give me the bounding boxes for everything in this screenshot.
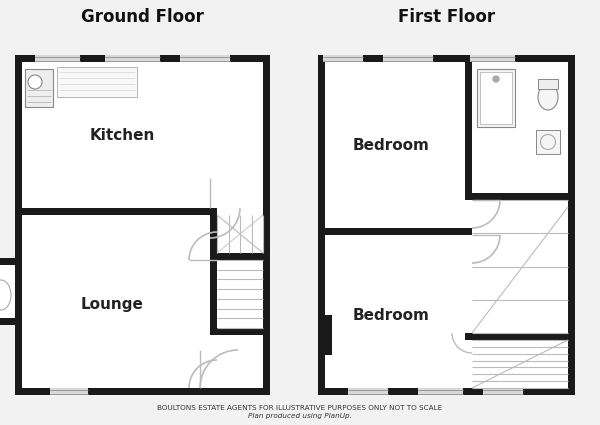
Bar (318, 55, 575, 62)
Bar (480, 72, 512, 124)
Bar (318, 55, 325, 395)
Text: Bedroom: Bedroom (353, 138, 430, 153)
Ellipse shape (538, 84, 558, 110)
Bar (57, 67, 137, 97)
Bar (470, 55, 515, 62)
Text: Kitchen: Kitchen (90, 128, 155, 142)
Bar (25, 69, 53, 107)
Bar (210, 253, 270, 260)
Bar (477, 69, 515, 127)
Bar (483, 388, 523, 395)
Bar (15, 55, 270, 62)
Text: BOULTONS ESTATE AGENTS FOR ILLUSTRATIVE PURPOSES ONLY NOT TO SCALE: BOULTONS ESTATE AGENTS FOR ILLUSTRATIVE … (157, 405, 443, 411)
Bar (418, 388, 463, 395)
Text: Bedroom: Bedroom (353, 308, 430, 323)
Bar (318, 228, 472, 235)
Bar (217, 215, 263, 253)
Bar (465, 193, 575, 200)
Text: Ground Floor: Ground Floor (81, 8, 204, 26)
Bar (383, 55, 433, 62)
Bar (210, 208, 217, 335)
Text: Lounge: Lounge (81, 298, 144, 312)
Circle shape (493, 76, 499, 82)
Bar (472, 200, 568, 388)
Bar (472, 200, 568, 333)
Bar (536, 130, 560, 154)
Bar (0, 318, 15, 325)
Bar (15, 208, 210, 215)
Bar (323, 55, 363, 62)
Bar (105, 55, 160, 62)
Text: Plan produced using PlanUp.: Plan produced using PlanUp. (248, 413, 352, 419)
Bar (0, 265, 15, 318)
Bar (318, 315, 332, 355)
Bar (318, 55, 575, 395)
Bar (35, 55, 80, 62)
Bar (0, 258, 22, 265)
Bar (217, 260, 263, 328)
Bar (200, 388, 238, 395)
Bar (263, 55, 270, 395)
Bar (465, 55, 472, 200)
Bar (15, 55, 22, 395)
Circle shape (28, 75, 42, 89)
Bar (348, 388, 388, 395)
Bar (50, 388, 88, 395)
Bar (568, 55, 575, 395)
Text: First Floor: First Floor (398, 8, 495, 26)
Bar (210, 328, 263, 335)
Bar (318, 388, 575, 395)
Bar (180, 55, 230, 62)
Bar (15, 388, 270, 395)
Bar (15, 55, 270, 395)
Bar (538, 79, 558, 89)
Bar (465, 333, 575, 340)
